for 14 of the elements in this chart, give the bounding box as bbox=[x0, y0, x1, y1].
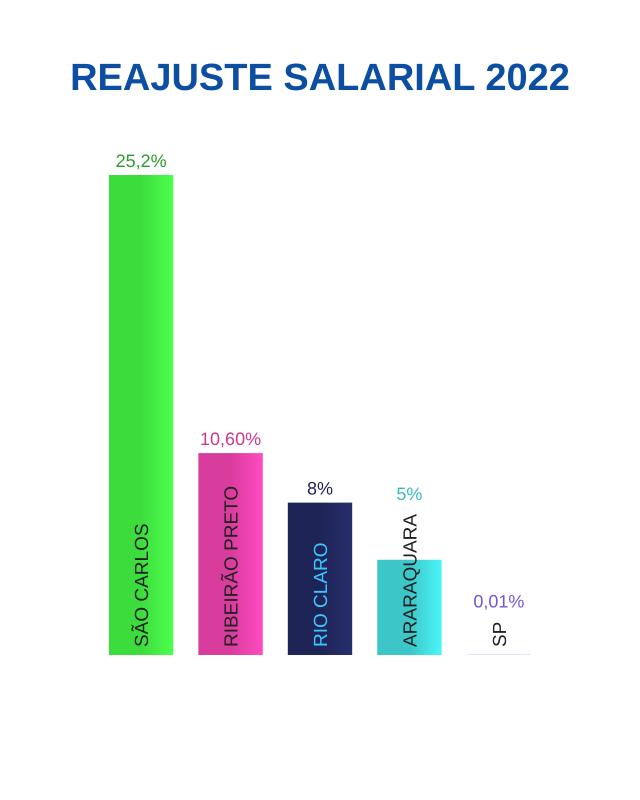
data-label: 0,01% bbox=[473, 592, 524, 612]
x-tick-label: SÃO CARLOS bbox=[131, 523, 154, 647]
x-tick-label: RIBEIRÃO PRETO bbox=[220, 486, 243, 647]
data-label: 5% bbox=[396, 484, 422, 504]
data-label: 25,2% bbox=[116, 151, 167, 171]
x-tick-label: ARARAQUARA bbox=[400, 514, 422, 647]
data-label: 8% bbox=[306, 478, 334, 499]
x-tick-label: SP bbox=[490, 622, 511, 647]
chart-title: REAJUSTE SALARIAL 2022 bbox=[70, 57, 570, 99]
bar bbox=[198, 453, 263, 655]
data-label: 10,60% bbox=[200, 429, 262, 450]
bar bbox=[288, 502, 352, 655]
x-tick-label: RIO CLARO bbox=[311, 542, 332, 647]
bar bbox=[108, 175, 174, 655]
